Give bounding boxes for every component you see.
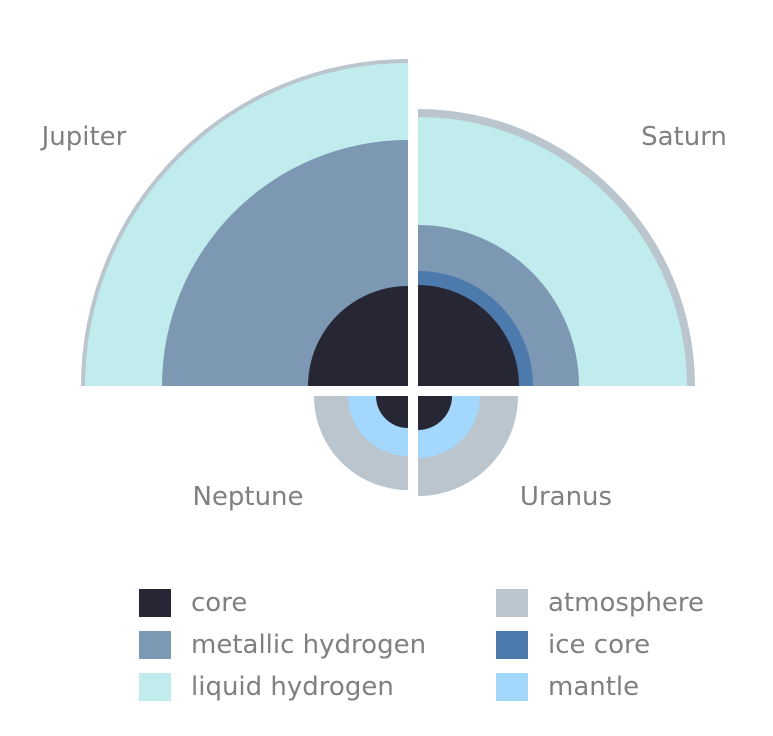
legend-swatch-liquid-hydrogen xyxy=(139,673,171,701)
jupiter-core xyxy=(308,286,408,386)
legend: core metallic hydrogen liquid hydrogen a… xyxy=(139,587,739,707)
jupiter-label: Jupiter xyxy=(40,122,127,152)
neptune-core xyxy=(376,396,408,428)
uranus-core xyxy=(418,396,452,430)
legend-item-mantle: mantle xyxy=(496,671,639,703)
legend-item-core: core xyxy=(139,587,247,619)
legend-swatch-mantle xyxy=(496,673,528,701)
jupiter-quadrant xyxy=(81,59,408,386)
legend-label-liquid-hydrogen: liquid hydrogen xyxy=(191,672,394,702)
legend-swatch-atmosphere xyxy=(496,589,528,617)
legend-swatch-ice-core xyxy=(496,631,528,659)
legend-label-ice-core: ice core xyxy=(548,630,651,660)
legend-item-ice-core: ice core xyxy=(496,629,650,661)
legend-label-metallic-hydrogen: metallic hydrogen xyxy=(191,630,427,660)
legend-label-mantle: mantle xyxy=(548,672,640,702)
uranus-quadrant xyxy=(418,396,518,496)
legend-item-atmosphere: atmosphere xyxy=(496,587,704,619)
legend-item-metallic-hydrogen: metallic hydrogen xyxy=(139,629,426,661)
legend-swatch-metallic-hydrogen xyxy=(139,631,171,659)
legend-label-core: core xyxy=(191,588,248,618)
saturn-quadrant xyxy=(418,109,695,386)
uranus-label: Uranus xyxy=(520,482,612,512)
legend-swatch-core xyxy=(139,589,171,617)
neptune-label: Neptune xyxy=(192,482,303,512)
legend-item-liquid-hydrogen: liquid hydrogen xyxy=(139,671,394,703)
legend-label-atmosphere: atmosphere xyxy=(548,588,704,618)
saturn-core xyxy=(418,285,519,386)
saturn-label: Saturn xyxy=(641,122,727,152)
neptune-quadrant xyxy=(314,396,408,490)
